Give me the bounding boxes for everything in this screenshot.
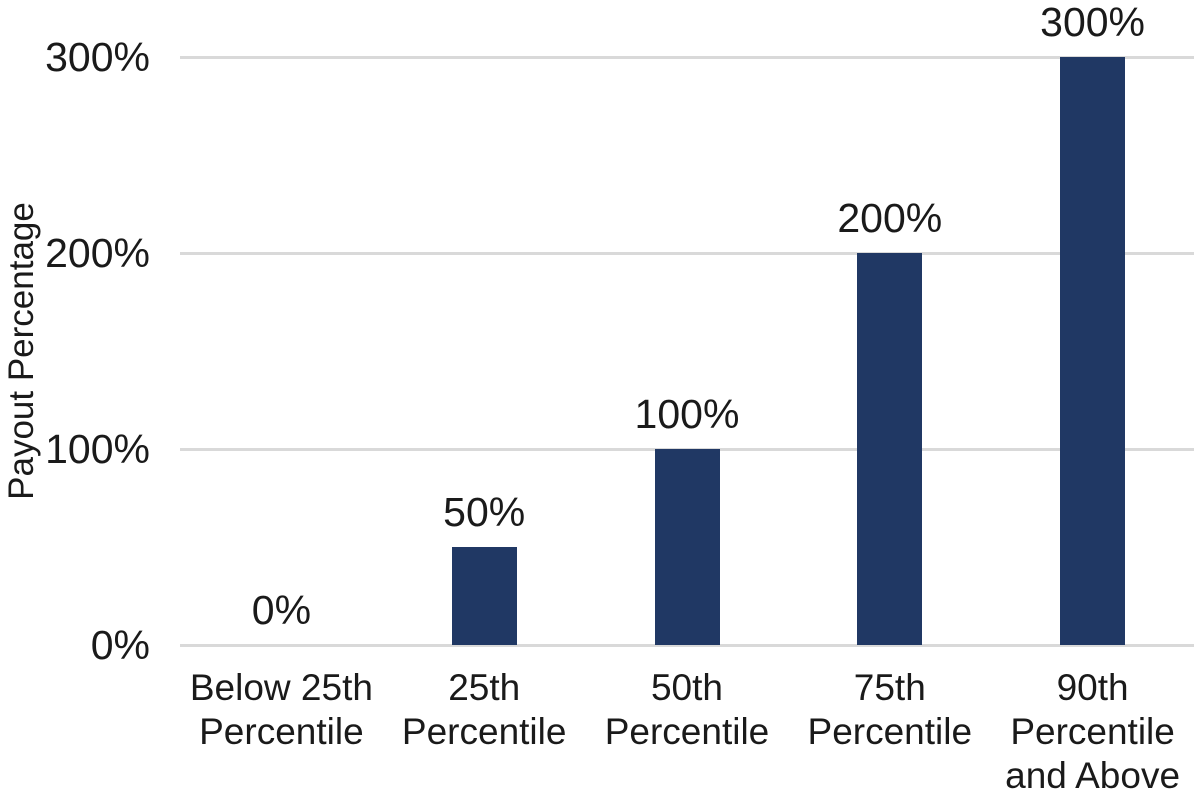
- bar-5: [1060, 57, 1126, 645]
- x-category-label-4: 75th Percentile: [807, 667, 973, 752]
- x-category-label-1: Below 25th Percentile: [189, 667, 373, 752]
- x-category-label-2: 25th Percentile: [401, 667, 567, 752]
- y-tick-label-300%: 300%: [45, 34, 150, 80]
- y-tick-label-200%: 200%: [45, 230, 150, 276]
- plot-area: 0% 50% 100% 200% 300%: [180, 1, 1194, 647]
- y-tick-label-0%: 0%: [90, 622, 150, 668]
- x-category-label-3: 50th Percentile: [604, 667, 770, 752]
- y-axis-ticks: 0% 100% 200% 300%: [0, 0, 150, 800]
- gridline-200%: [180, 251, 1194, 255]
- y-tick-label-100%: 100%: [45, 426, 150, 472]
- data-label-5: 300%: [1040, 0, 1146, 45]
- bar-2: [451, 547, 517, 645]
- data-label-1: 0%: [251, 587, 312, 633]
- data-label-4: 200%: [837, 195, 943, 241]
- bar-3: [654, 449, 720, 645]
- gridline-0%: [180, 643, 1194, 647]
- data-label-2: 50%: [443, 489, 526, 535]
- data-label-3: 100%: [634, 391, 740, 437]
- x-axis-labels: Below 25th Percentile 25th Percentile 50th…: [180, 666, 1194, 800]
- bar-4: [857, 253, 923, 645]
- x-category-label-5: 90th Percentile and Above: [1005, 667, 1181, 796]
- gridline-300%: [180, 55, 1194, 59]
